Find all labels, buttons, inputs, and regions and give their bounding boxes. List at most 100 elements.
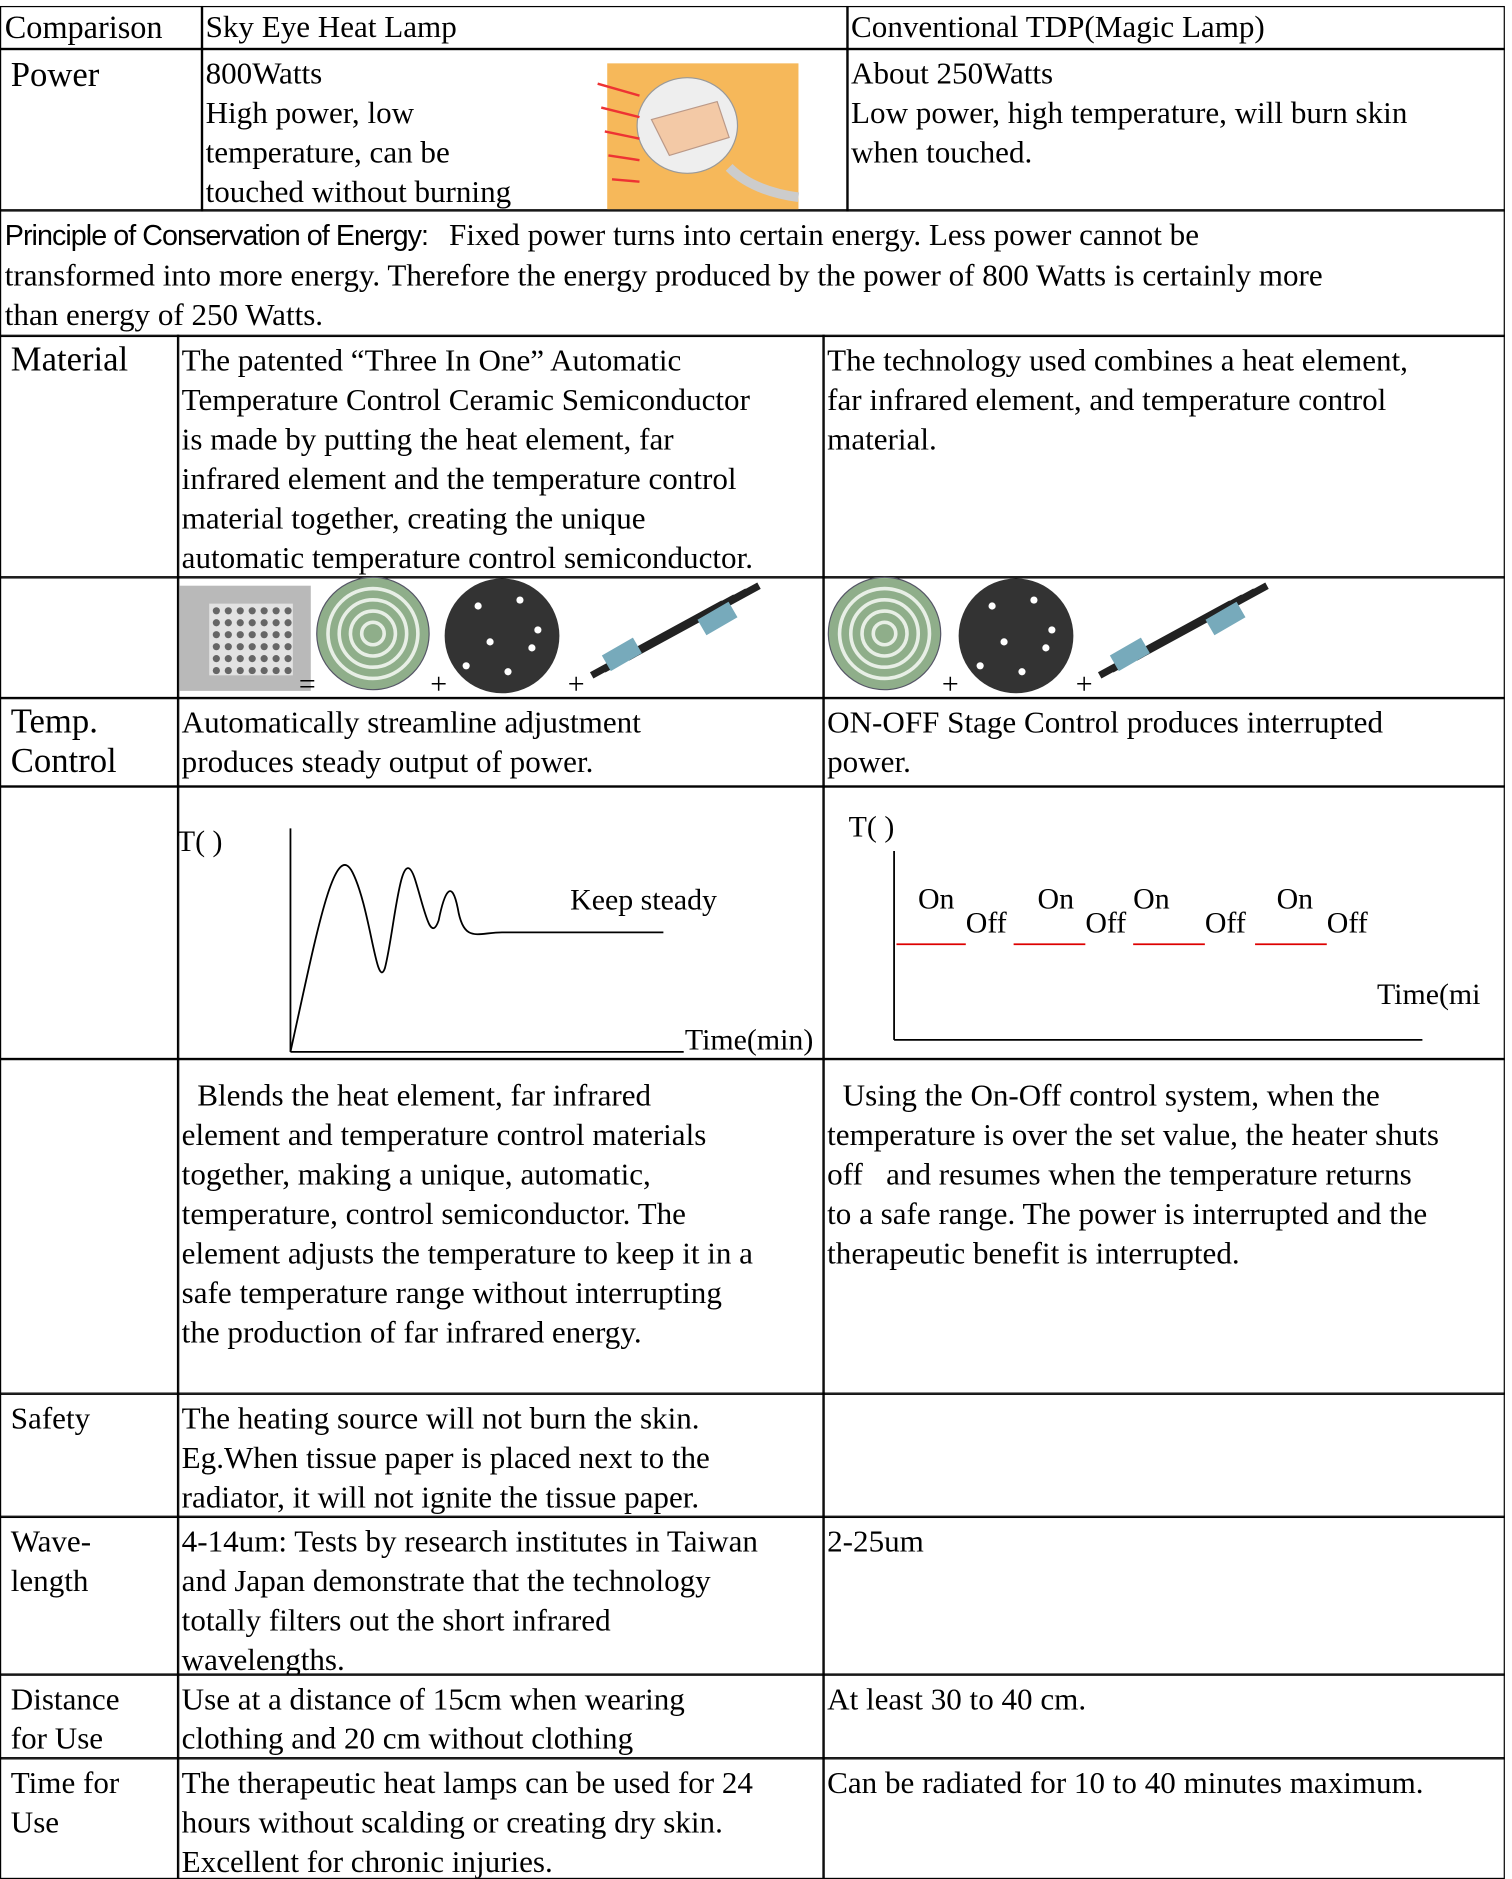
text-line: The technology used combines a heat elem… xyxy=(827,343,1408,378)
ceramic-hole xyxy=(260,607,268,615)
table-cell xyxy=(822,785,1505,1060)
infrared-disc xyxy=(444,578,560,694)
table-cell: Can be radiated for 10 to 40 minutes max… xyxy=(822,1757,1505,1879)
table-cell xyxy=(0,785,179,1060)
table-cell: Power xyxy=(0,47,203,211)
disc-dot xyxy=(516,596,524,604)
text-line: Low power, high temperature, will burn s… xyxy=(851,95,1408,131)
table-cell: Wave-length xyxy=(0,1515,179,1676)
ceramic-face xyxy=(209,603,293,676)
ceramic-hole xyxy=(236,666,244,675)
text-line: the production of far infrared energy. xyxy=(181,1314,642,1350)
text-line: transformed into more energy. Therefore … xyxy=(5,256,1503,295)
ray xyxy=(597,82,640,97)
ceramic-hole xyxy=(224,643,232,651)
text-line: Safety xyxy=(10,1400,91,1436)
axis-label: Time(min) xyxy=(685,1023,813,1056)
axis-label: T( ) xyxy=(177,825,223,858)
ceramic-hole xyxy=(224,607,232,615)
text-line: radiator, it will not ignite the tissue … xyxy=(181,1479,700,1515)
table-cell: The heating source will not burn the ski… xyxy=(176,1392,825,1518)
text-line: The patented “Three In One” Automatic xyxy=(181,343,682,378)
text-line: Conventional TDP(Magic Lamp) xyxy=(851,9,1265,45)
text-line: 800Watts xyxy=(205,56,323,91)
text-line: Principle of Conservation of Energy: Fix… xyxy=(5,215,1503,256)
text-line: wavelengths. xyxy=(181,1642,345,1676)
principle-text: Fixed power turns into certain energy. L… xyxy=(449,217,1200,253)
ray xyxy=(604,130,640,140)
ceramic-hole xyxy=(284,607,292,615)
text-line: safe temperature range without interrupt… xyxy=(181,1275,722,1311)
disc-dot xyxy=(474,602,482,610)
annotation: Keep steady xyxy=(570,884,717,917)
ceramic-hole xyxy=(272,655,280,663)
coil-ring xyxy=(860,609,909,658)
text-line: material together, creating the unique xyxy=(181,500,646,536)
coil-ring xyxy=(849,598,921,670)
ceramic-hole xyxy=(260,655,268,663)
text-line: Wave- xyxy=(10,1524,92,1559)
table-cell: The therapeutic heat lamps can be used f… xyxy=(176,1757,825,1879)
text-line: The therapeutic heat lamps can be used f… xyxy=(181,1765,753,1801)
ceramic-hole xyxy=(212,607,220,615)
off-label: Off xyxy=(1205,906,1246,939)
on-label: On xyxy=(1038,882,1075,915)
table-cell: Time for Use xyxy=(0,1757,179,1879)
ceramic-hole xyxy=(212,655,220,663)
text-line: far infrared element, and temperature co… xyxy=(827,382,1387,418)
text-line: Automatically streamline adjustment xyxy=(181,705,641,740)
ceramic-hole xyxy=(260,631,268,639)
text-line: Use xyxy=(10,1804,60,1840)
table-cell: ON-OFF Stage Control produces interrupte… xyxy=(822,696,1505,788)
table-cell xyxy=(0,576,179,699)
text-line: Sky Eye Heat Lamp xyxy=(205,9,457,45)
text-line: Can be radiated for 10 to 40 minutes max… xyxy=(827,1765,1424,1801)
ceramic-hole xyxy=(236,643,244,651)
disc-dot xyxy=(1042,644,1050,652)
text-line: Temp. xyxy=(10,702,98,742)
ceramic-hole xyxy=(284,631,292,639)
text-line: Material xyxy=(10,340,129,379)
principle-text: transformed into more energy. Therefore … xyxy=(4,258,1323,293)
text-line: Power xyxy=(10,56,100,95)
text-line: About 250Watts xyxy=(851,56,1054,91)
text-line: automatic temperature control semiconduc… xyxy=(181,540,753,575)
ceramic-hole xyxy=(224,631,232,639)
ceramic-hole xyxy=(248,655,256,663)
ray xyxy=(611,178,640,183)
operator: + xyxy=(1076,667,1093,700)
text-line: for Use xyxy=(10,1721,104,1756)
text-line: The heating source will not burn the ski… xyxy=(181,1400,700,1436)
text-line: Temperature Control Ceramic Semiconducto… xyxy=(181,382,750,418)
text-line: produces steady output of power. xyxy=(181,744,594,780)
ceramic-hole xyxy=(248,666,256,675)
ceramic-hole xyxy=(284,655,292,663)
ceramic-hole xyxy=(224,655,232,663)
ceramic-hole xyxy=(236,631,244,639)
text-line: material. xyxy=(827,421,937,457)
text-line: clothing and 20 cm without clothing xyxy=(181,1721,634,1756)
disc-dot xyxy=(504,668,512,676)
disc-dot xyxy=(1018,668,1026,676)
disc-dot xyxy=(1048,626,1056,634)
coil-ring xyxy=(359,620,386,647)
heat-coil xyxy=(316,576,430,691)
disc-dot xyxy=(486,638,494,646)
text-line: High power, low xyxy=(205,95,415,131)
text-line: totally filters out the short infrared xyxy=(181,1602,611,1638)
disc-dot xyxy=(534,626,542,634)
disc-dot xyxy=(462,662,470,670)
operator: + xyxy=(942,667,959,700)
table-cell: Safety xyxy=(0,1392,179,1518)
ray xyxy=(608,154,640,162)
ceramic-hole xyxy=(224,619,232,627)
text-line: when touched. xyxy=(851,135,1033,170)
table-cell: Blends the heat element, far infrared ele… xyxy=(176,1057,825,1395)
infrared-disc xyxy=(958,578,1074,694)
off-label: Off xyxy=(1085,906,1126,939)
coil-ring xyxy=(348,609,398,658)
coil-ring xyxy=(871,620,898,647)
table-cell: Sky Eye Heat Lamp xyxy=(200,5,849,50)
disc-dot xyxy=(988,602,996,610)
text-line: hours without scalding or creating dry s… xyxy=(181,1804,723,1840)
